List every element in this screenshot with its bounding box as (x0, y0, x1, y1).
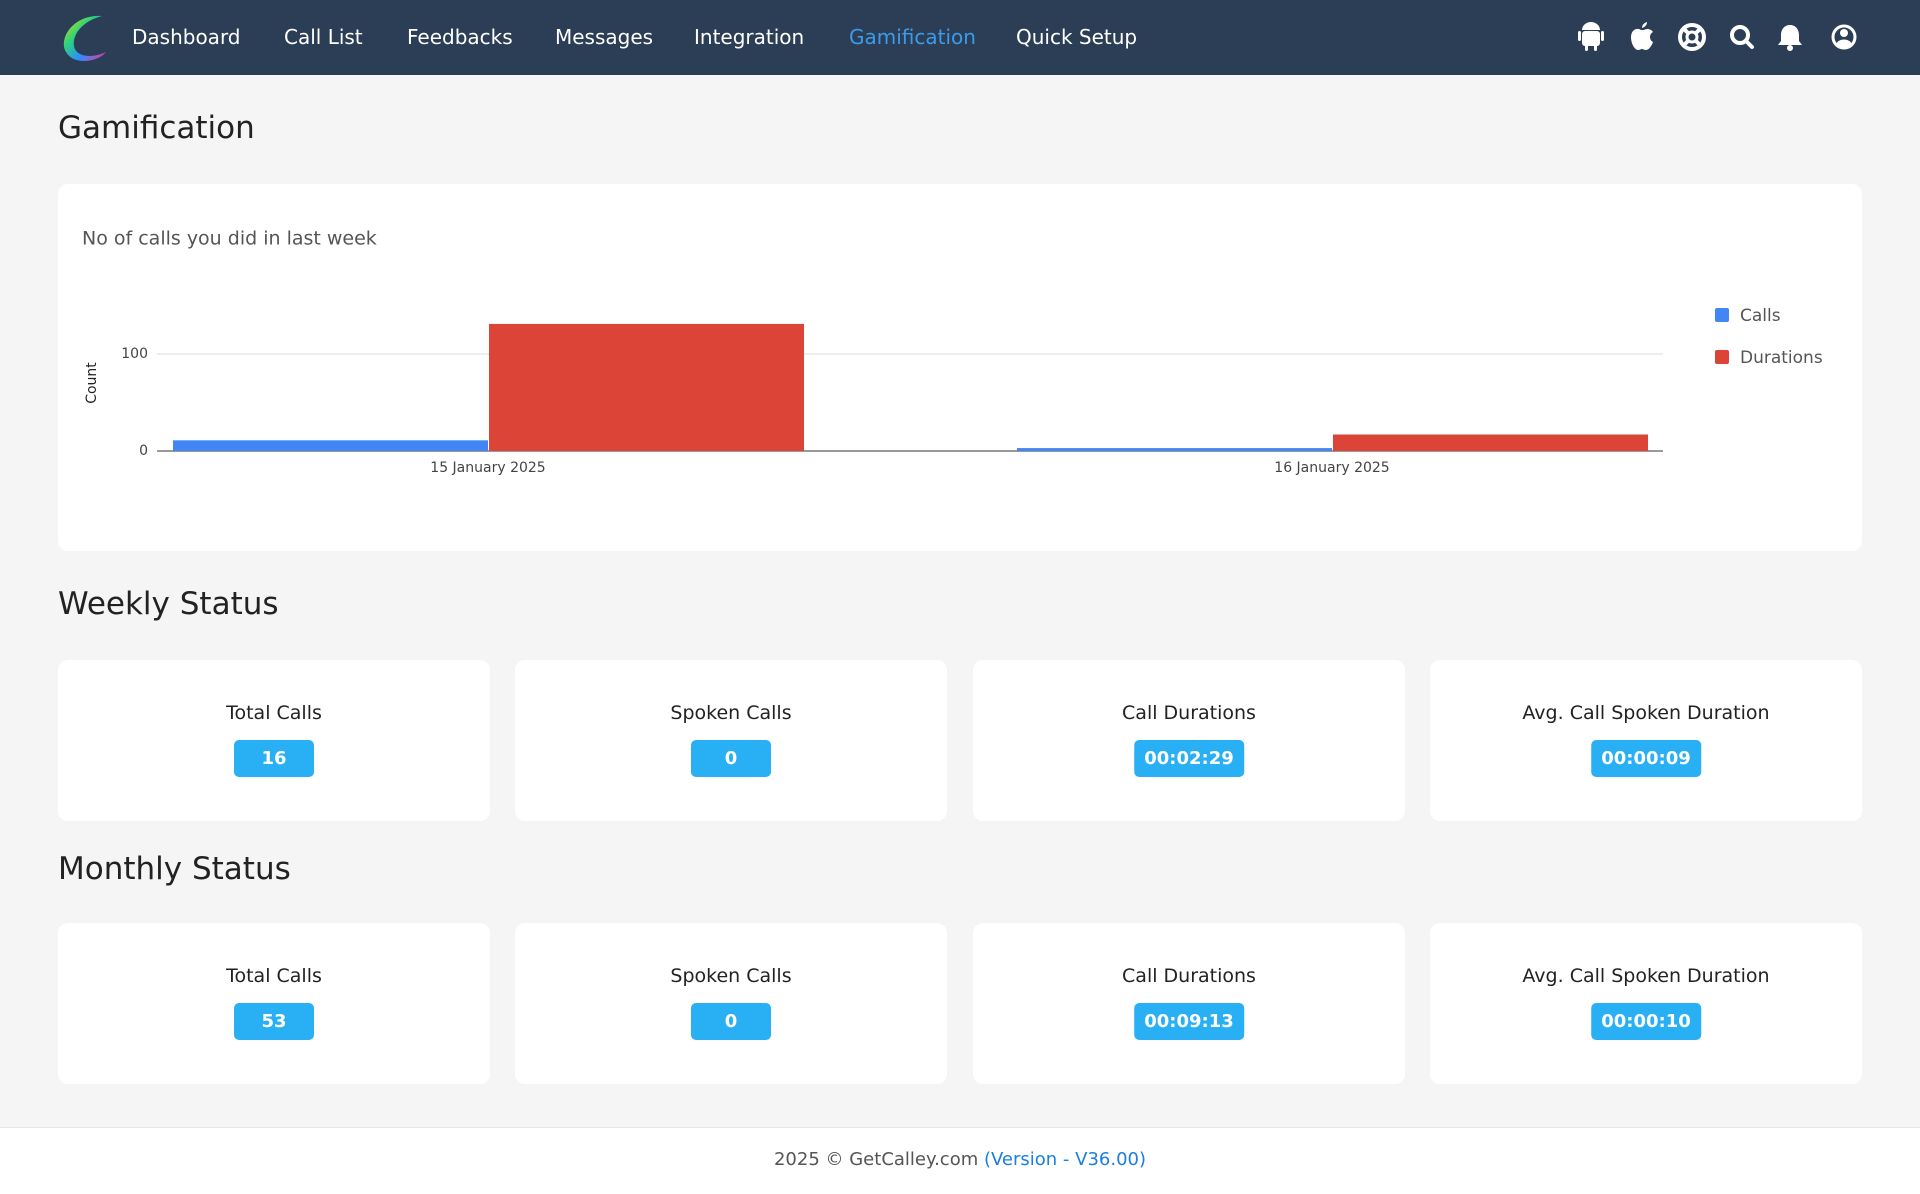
card-label: Total Calls (226, 702, 322, 724)
status-card: Total Calls 16 (58, 660, 490, 821)
y-tick-label: 100 (121, 346, 148, 362)
footer: 2025 © GetCalley.com (Version - V36.00) (0, 1127, 1920, 1194)
user-icon[interactable] (1831, 24, 1857, 50)
status-card: Spoken Calls 0 (515, 660, 947, 821)
card-value: 00:02:29 (1134, 740, 1244, 777)
card-value: 00:00:09 (1591, 740, 1701, 777)
y-axis-label: Count (84, 362, 100, 404)
bar (173, 440, 488, 451)
bar (489, 323, 804, 451)
apple-icon[interactable] (1631, 22, 1653, 50)
footer-text: 2025 © GetCalley.com (773, 1149, 979, 1170)
nav-link[interactable]: Call List (284, 25, 363, 49)
chart-card (58, 184, 1862, 551)
card-value: 53 (234, 1003, 314, 1040)
legend-swatch (1715, 350, 1729, 364)
legend-label: Durations (1740, 348, 1823, 368)
bell-icon[interactable] (1778, 25, 1802, 51)
x-tick-label: 16 January 2025 (1274, 460, 1389, 476)
card-label: Avg. Call Spoken Duration (1522, 965, 1770, 987)
card-label: Call Durations (1122, 965, 1256, 987)
navbar: Dashboard Call List Feedbacks Messages Integ… (0, 0, 1920, 75)
chart-title: No of calls you did in last week (82, 228, 377, 250)
card-value: 0 (691, 740, 771, 777)
nav-link[interactable]: Dashboard (132, 25, 241, 49)
status-card: Call Durations 00:02:29 (973, 660, 1405, 821)
card-value: 00:09:13 (1134, 1003, 1244, 1040)
monthly-title: Monthly Status (58, 851, 291, 887)
chart: No of calls you did in last week Count 0… (82, 228, 1823, 477)
bar (1333, 434, 1648, 451)
status-card: Spoken Calls 0 (515, 923, 947, 1084)
status-card: Total Calls 53 (58, 923, 490, 1084)
nav-link[interactable]: Gamification (849, 25, 976, 49)
card-label: Call Durations (1122, 702, 1256, 724)
card-label: Spoken Calls (670, 702, 792, 724)
nav-link[interactable]: Quick Setup (1016, 25, 1138, 49)
card-value: 0 (691, 1003, 771, 1040)
android-icon[interactable] (1578, 22, 1604, 51)
logo[interactable] (54, 8, 114, 68)
card-value: 00:00:10 (1591, 1003, 1701, 1040)
page-title: Gamification (58, 110, 255, 146)
search-icon[interactable] (1730, 25, 1754, 49)
x-tick-label: 15 January 2025 (430, 460, 545, 476)
weekly-title: Weekly Status (58, 586, 279, 622)
nav-link[interactable]: Messages (555, 25, 654, 49)
y-tick-label: 0 (139, 443, 148, 459)
card-value: 16 (234, 740, 314, 777)
status-card: Avg. Call Spoken Duration 00:00:09 (1430, 660, 1862, 821)
version-link[interactable]: (Version - V36.00) (983, 1149, 1147, 1170)
legend-swatch (1715, 308, 1729, 322)
nav-link[interactable]: Feedbacks (407, 25, 513, 49)
nav-icons (1578, 22, 1857, 51)
status-card: Avg. Call Spoken Duration 00:00:10 (1430, 923, 1862, 1084)
card-label: Avg. Call Spoken Duration (1522, 702, 1770, 724)
help-icon[interactable] (1678, 23, 1706, 51)
nav-link[interactable]: Integration (694, 25, 805, 49)
status-card: Call Durations 00:09:13 (973, 923, 1405, 1084)
bar (1017, 448, 1332, 451)
card-label: Total Calls (226, 965, 322, 987)
card-label: Spoken Calls (670, 965, 792, 987)
legend-label: Calls (1740, 306, 1781, 326)
